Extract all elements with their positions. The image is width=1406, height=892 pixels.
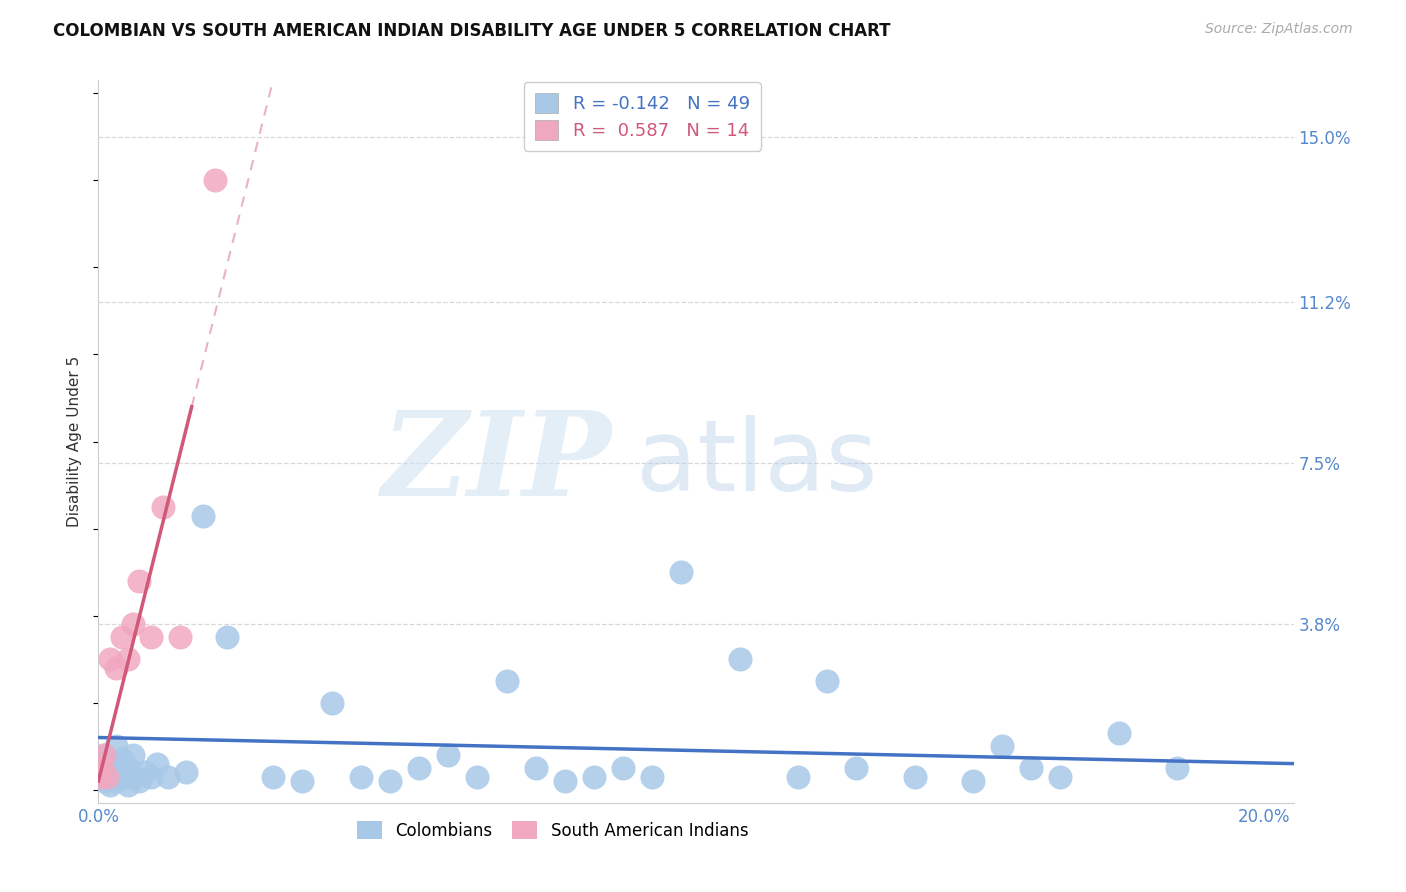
Point <box>174 765 197 780</box>
Point <box>152 500 174 514</box>
Point <box>437 747 460 762</box>
Point <box>815 673 838 688</box>
Point <box>96 770 118 784</box>
Point <box>991 739 1014 754</box>
Point <box>117 761 139 775</box>
Point <box>96 770 118 784</box>
Point <box>104 739 127 754</box>
Point <box>122 617 145 632</box>
Point <box>321 696 343 710</box>
Text: COLOMBIAN VS SOUTH AMERICAN INDIAN DISABILITY AGE UNDER 5 CORRELATION CHART: COLOMBIAN VS SOUTH AMERICAN INDIAN DISAB… <box>53 22 891 40</box>
Point <box>204 173 226 187</box>
Point <box>671 565 693 579</box>
Point <box>641 770 664 784</box>
Point <box>122 747 145 762</box>
Point <box>1019 761 1042 775</box>
Text: atlas: atlas <box>637 415 877 512</box>
Point <box>89 770 111 784</box>
Point <box>111 752 134 766</box>
Point <box>495 673 517 688</box>
Point <box>350 770 373 784</box>
Point <box>467 770 489 784</box>
Point <box>262 770 284 784</box>
Point <box>1166 761 1188 775</box>
Point <box>128 574 150 588</box>
Point <box>122 770 145 784</box>
Text: ZIP: ZIP <box>382 406 613 521</box>
Point <box>215 631 238 645</box>
Point <box>378 774 401 789</box>
Point <box>101 765 124 780</box>
Point <box>408 761 430 775</box>
Point <box>145 756 167 771</box>
Point <box>1108 726 1130 740</box>
Point <box>128 774 150 789</box>
Point <box>134 765 156 780</box>
Point <box>111 631 134 645</box>
Point <box>845 761 868 775</box>
Point <box>90 761 112 775</box>
Y-axis label: Disability Age Under 5: Disability Age Under 5 <box>67 356 83 527</box>
Point <box>98 778 121 792</box>
Point <box>612 761 634 775</box>
Point <box>291 774 314 789</box>
Point <box>93 747 115 762</box>
Text: Source: ZipAtlas.com: Source: ZipAtlas.com <box>1205 22 1353 37</box>
Legend: Colombians, South American Indians: Colombians, South American Indians <box>350 814 755 847</box>
Point <box>139 631 162 645</box>
Point <box>111 770 134 784</box>
Point <box>1049 770 1071 784</box>
Point <box>582 770 605 784</box>
Point <box>962 774 984 789</box>
Point <box>728 652 751 666</box>
Point <box>139 770 162 784</box>
Point <box>104 661 127 675</box>
Point <box>903 770 925 784</box>
Point <box>193 508 215 523</box>
Point <box>117 778 139 792</box>
Point <box>787 770 810 784</box>
Point <box>93 774 115 789</box>
Point <box>554 774 576 789</box>
Point <box>157 770 180 784</box>
Point <box>98 756 121 771</box>
Point <box>90 761 112 775</box>
Point <box>524 761 547 775</box>
Point <box>98 652 121 666</box>
Point <box>169 631 191 645</box>
Point <box>117 652 139 666</box>
Point <box>104 774 127 789</box>
Point <box>93 747 115 762</box>
